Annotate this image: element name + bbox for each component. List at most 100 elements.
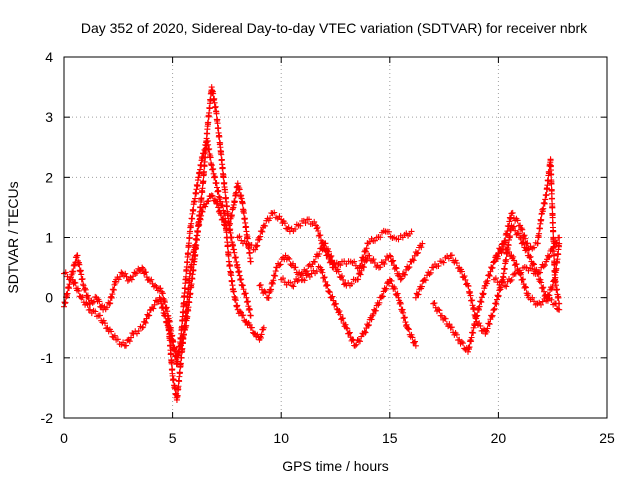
y-tick-label: 2 [45,169,53,185]
data-point [335,268,342,275]
data-point [327,254,334,261]
data-point [365,322,372,329]
data-point [87,306,94,313]
data-point [185,240,192,247]
data-point [186,275,193,282]
data-point [494,255,501,262]
data-point [285,224,292,231]
data-point [539,285,546,292]
data-point [230,288,237,295]
data-point [239,312,246,319]
data-point [418,283,425,290]
data-point [253,243,260,250]
data-point [286,255,293,262]
data-point [316,250,323,257]
data-point [339,315,346,322]
data-point [177,360,184,367]
data-point [176,369,183,376]
data-point [357,271,364,278]
data-point [505,223,512,230]
data-point [123,273,130,280]
y-tick-label: 3 [45,109,53,125]
data-point [343,282,350,289]
data-point [430,264,437,271]
data-point [231,249,238,256]
data-point [398,275,405,282]
data-point [179,345,186,352]
data-point [477,322,484,329]
data-point [436,307,443,314]
data-point [213,180,220,187]
data-point [113,276,120,283]
data-point [519,276,526,283]
data-point [272,268,279,275]
data-point [475,306,482,313]
data-point [226,222,233,229]
data-point [397,276,404,283]
data-point [508,210,515,217]
data-point [308,270,315,277]
x-tick-label: 25 [599,430,615,446]
data-point [256,336,263,343]
data-point [141,318,148,325]
data-point [467,292,474,299]
y-tick-label: 1 [45,230,53,246]
data-point [192,195,199,202]
data-point [411,338,418,345]
data-point [510,271,517,278]
x-tick-label: 0 [60,430,68,446]
data-point [541,262,548,269]
data-point [192,241,199,248]
data-point [311,218,318,225]
data-point [386,252,393,259]
data-point [95,312,102,319]
data-point [556,240,563,247]
data-point [453,260,460,267]
data-point [180,331,187,338]
data-point [550,238,557,245]
data-point [488,313,495,320]
data-point [278,216,285,223]
data-point [205,119,212,126]
data-point [534,300,541,307]
data-point [331,260,338,267]
data-point [340,276,347,283]
data-point [545,177,552,184]
data-point [523,264,530,271]
data-point [219,202,226,209]
data-point [368,316,375,323]
data-point [372,237,379,244]
data-point [489,264,496,271]
data-point [530,260,537,267]
data-point [543,294,550,301]
data-point [484,277,491,284]
data-point [198,195,205,202]
y-tick-label: 0 [45,290,53,306]
data-point [290,283,297,290]
data-point [346,329,353,336]
data-point [226,258,233,265]
data-point [234,264,241,271]
y-axis-label: SDTVAR / TECUs [5,181,21,293]
data-point [214,120,221,127]
data-point [188,220,195,227]
data-point [401,314,408,321]
data-point [515,230,522,237]
data-point [75,287,82,294]
data-point [536,230,543,237]
data-point [344,325,351,332]
data-point [201,168,208,175]
data-point [445,255,452,262]
data-point [360,264,367,271]
data-point [223,229,230,236]
data-point [230,246,237,253]
data-point [554,256,561,263]
data-point [206,105,213,112]
data-point [540,284,547,291]
data-point [482,282,489,289]
data-point [334,306,341,313]
data-point [487,268,494,275]
data-point [70,268,77,275]
data-point [402,271,409,278]
